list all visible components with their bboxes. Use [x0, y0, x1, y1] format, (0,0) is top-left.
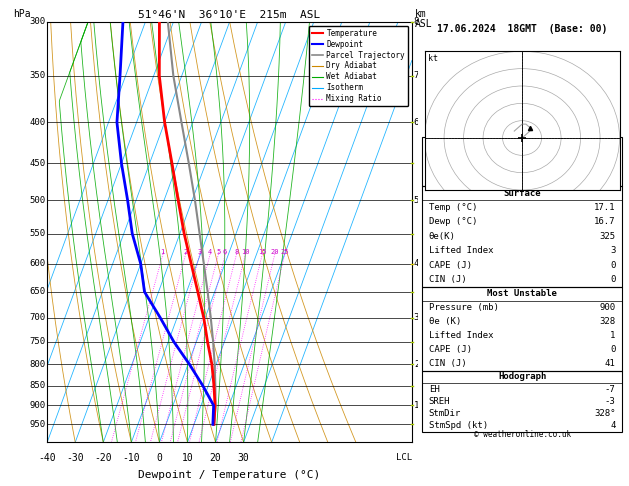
Text: 6: 6	[223, 249, 227, 255]
Text: 46: 46	[604, 157, 615, 166]
Text: 800: 800	[29, 360, 45, 369]
Text: 325: 325	[599, 232, 615, 241]
Text: ASL: ASL	[415, 19, 433, 29]
Text: 41: 41	[604, 359, 615, 368]
Text: 10: 10	[182, 453, 193, 463]
Text: hPa: hPa	[13, 9, 31, 19]
Text: 3: 3	[610, 246, 615, 255]
Text: 350: 350	[29, 71, 45, 80]
Text: Surface: Surface	[503, 189, 541, 197]
Text: © weatheronline.co.uk: © weatheronline.co.uk	[474, 430, 571, 439]
Legend: Temperature, Dewpoint, Parcel Trajectory, Dry Adiabat, Wet Adiabat, Isotherm, Mi: Temperature, Dewpoint, Parcel Trajectory…	[309, 26, 408, 106]
Text: PW (cm): PW (cm)	[429, 174, 466, 182]
Text: Totals Totals: Totals Totals	[429, 157, 499, 166]
Text: -40: -40	[38, 453, 56, 463]
Text: 10: 10	[241, 249, 250, 255]
Text: 850: 850	[29, 381, 45, 390]
Text: θe (K): θe (K)	[429, 317, 461, 326]
Text: 750: 750	[29, 337, 45, 347]
Text: 8: 8	[414, 17, 419, 26]
Text: 450: 450	[29, 159, 45, 168]
Text: 32: 32	[604, 141, 615, 150]
Text: 3: 3	[198, 249, 202, 255]
Text: 4: 4	[414, 260, 419, 268]
Text: 328°: 328°	[594, 409, 615, 418]
Text: SREH: SREH	[429, 397, 450, 406]
Text: Dewpoint / Temperature (°C): Dewpoint / Temperature (°C)	[138, 469, 321, 480]
Text: 4: 4	[208, 249, 212, 255]
Text: Lifted Index: Lifted Index	[429, 331, 493, 340]
Text: 950: 950	[29, 420, 45, 429]
Text: 30: 30	[238, 453, 250, 463]
Text: 3: 3	[414, 313, 419, 322]
Text: StmDir: StmDir	[429, 409, 461, 418]
Text: 600: 600	[29, 260, 45, 268]
Text: Lifted Index: Lifted Index	[429, 246, 493, 255]
Text: 1: 1	[414, 401, 419, 410]
Text: CAPE (J): CAPE (J)	[429, 345, 472, 354]
Text: 5: 5	[414, 196, 419, 205]
Text: km: km	[415, 9, 427, 19]
Text: 0: 0	[610, 345, 615, 354]
Text: 650: 650	[29, 287, 45, 296]
Text: 8: 8	[234, 249, 238, 255]
Text: 5: 5	[216, 249, 220, 255]
Text: 25: 25	[281, 249, 289, 255]
Text: 16.7: 16.7	[594, 217, 615, 226]
Text: LCL: LCL	[396, 453, 412, 462]
Text: 17.1: 17.1	[594, 203, 615, 212]
Text: Pressure (mb): Pressure (mb)	[429, 303, 499, 312]
Text: EH: EH	[429, 384, 440, 394]
Bar	[423, 371, 621, 432]
Text: 900: 900	[29, 401, 45, 410]
Text: CAPE (J): CAPE (J)	[429, 260, 472, 270]
Text: kt: kt	[428, 54, 438, 63]
Text: 17.06.2024  18GMT  (Base: 00): 17.06.2024 18GMT (Base: 00)	[437, 24, 607, 34]
Text: CIN (J): CIN (J)	[429, 275, 466, 284]
Text: 15: 15	[258, 249, 266, 255]
Text: Hodograph: Hodograph	[498, 372, 546, 382]
Text: -20: -20	[94, 453, 112, 463]
Text: StmSpd (kt): StmSpd (kt)	[429, 421, 487, 430]
Title: 51°46'N  36°10'E  215m  ASL: 51°46'N 36°10'E 215m ASL	[138, 10, 321, 20]
Text: -30: -30	[67, 453, 84, 463]
Text: K: K	[429, 141, 434, 150]
Text: Mixing Ratio (g/kg): Mixing Ratio (g/kg)	[428, 185, 437, 279]
Text: 500: 500	[29, 196, 45, 205]
Text: θe(K): θe(K)	[429, 232, 455, 241]
Text: -10: -10	[123, 453, 140, 463]
Text: 20: 20	[209, 453, 221, 463]
Text: Most Unstable: Most Unstable	[487, 289, 557, 298]
Text: 0: 0	[610, 260, 615, 270]
Text: 700: 700	[29, 313, 45, 322]
Text: 400: 400	[29, 118, 45, 127]
Bar	[423, 138, 621, 186]
Text: 20: 20	[270, 249, 279, 255]
Text: 7: 7	[414, 71, 419, 80]
Text: 328: 328	[599, 317, 615, 326]
Text: 0: 0	[157, 453, 162, 463]
Text: Dewp (°C): Dewp (°C)	[429, 217, 477, 226]
Text: 4: 4	[610, 421, 615, 430]
Text: 6: 6	[414, 118, 419, 127]
Text: Temp (°C): Temp (°C)	[429, 203, 477, 212]
Text: 3.77: 3.77	[594, 174, 615, 182]
Text: 1: 1	[610, 331, 615, 340]
Text: 2: 2	[183, 249, 187, 255]
Bar	[423, 287, 621, 371]
Text: 900: 900	[599, 303, 615, 312]
Text: 1: 1	[160, 249, 165, 255]
Text: -3: -3	[604, 397, 615, 406]
Bar	[423, 186, 621, 287]
Text: -7: -7	[604, 384, 615, 394]
Text: 300: 300	[29, 17, 45, 26]
Text: 550: 550	[29, 229, 45, 238]
Text: 0: 0	[610, 275, 615, 284]
Text: 2: 2	[414, 360, 419, 369]
Text: CIN (J): CIN (J)	[429, 359, 466, 368]
